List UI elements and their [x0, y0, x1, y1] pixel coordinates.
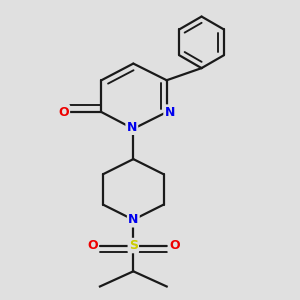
Text: O: O: [87, 239, 98, 252]
Text: N: N: [127, 121, 137, 134]
Text: N: N: [164, 106, 175, 118]
Text: O: O: [169, 239, 180, 252]
Text: O: O: [58, 106, 69, 118]
Text: N: N: [128, 213, 139, 226]
Text: S: S: [129, 239, 138, 252]
